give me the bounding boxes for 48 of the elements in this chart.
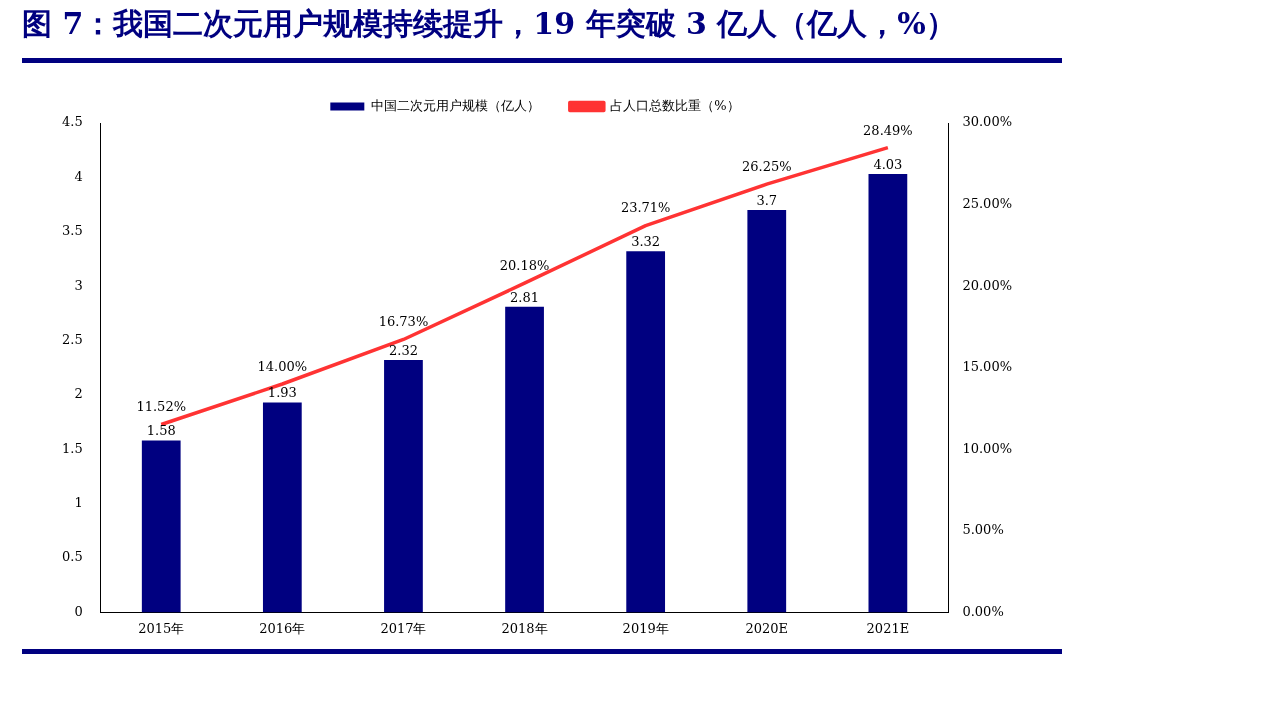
data-label: 2.32 xyxy=(388,342,418,358)
data-label: 11.52% xyxy=(136,399,187,415)
bar xyxy=(262,402,302,613)
data-label: 23.71% xyxy=(620,200,671,216)
bar xyxy=(505,306,544,613)
data-label: 28.49% xyxy=(863,122,913,138)
data-label: 3.32 xyxy=(631,234,661,250)
data-label: 4.03 xyxy=(873,156,903,172)
y-tick-label: 1 xyxy=(74,495,83,511)
y2-tick-label: 0.00% xyxy=(962,603,1004,619)
data-label: 1.93 xyxy=(267,385,297,401)
y2-tick-label: 20.00% xyxy=(962,277,1013,293)
y-tick-label: 4 xyxy=(74,168,83,184)
bar xyxy=(747,210,787,613)
y-tick-label: 4.5 xyxy=(61,114,83,130)
x-tick-label: 2021E xyxy=(866,620,910,636)
y2-tick-label: 25.00% xyxy=(962,195,1013,211)
y2-tick-label: 30.00% xyxy=(962,114,1013,130)
bar xyxy=(626,251,666,613)
y2-tick-label: 5.00% xyxy=(962,522,1004,538)
bar xyxy=(868,174,908,613)
chart-title: 图 7：我国二次元用户规模持续提升，19 年突破 3 亿人（亿人，%） xyxy=(22,5,956,43)
y-tick-label: 3.5 xyxy=(61,223,83,239)
y2-tick-label: 15.00% xyxy=(962,359,1013,375)
x-tick-label: 2017年 xyxy=(380,620,427,636)
data-label: 20.18% xyxy=(499,258,550,274)
data-label: 16.73% xyxy=(378,314,429,330)
y-tick-label: 0 xyxy=(74,603,83,619)
y-tick-label: 2.5 xyxy=(61,331,83,347)
data-label: 3.7 xyxy=(756,192,778,208)
data-label: 14.00% xyxy=(257,358,308,374)
y-tick-label: 2 xyxy=(74,386,83,402)
data-label: 2.81 xyxy=(510,289,540,305)
legend-label: 中国二次元用户规模（亿人） xyxy=(370,97,540,113)
x-tick-label: 2019年 xyxy=(622,620,669,636)
data-label: 1.58 xyxy=(146,423,176,439)
y-tick-label: 3 xyxy=(74,277,83,293)
bar xyxy=(384,360,423,613)
x-tick-label: 2016年 xyxy=(259,620,306,636)
x-tick-label: 2015年 xyxy=(138,620,185,636)
y2-tick-label: 10.00% xyxy=(962,440,1013,456)
y-tick-label: 0.5 xyxy=(61,549,83,565)
y-tick-label: 1.5 xyxy=(61,440,83,456)
legend-label: 占人口总数比重（%） xyxy=(610,97,740,113)
data-label: 26.25% xyxy=(741,159,792,175)
bar xyxy=(141,440,181,613)
x-tick-label: 2020E xyxy=(745,620,789,636)
x-tick-label: 2018年 xyxy=(501,620,548,636)
